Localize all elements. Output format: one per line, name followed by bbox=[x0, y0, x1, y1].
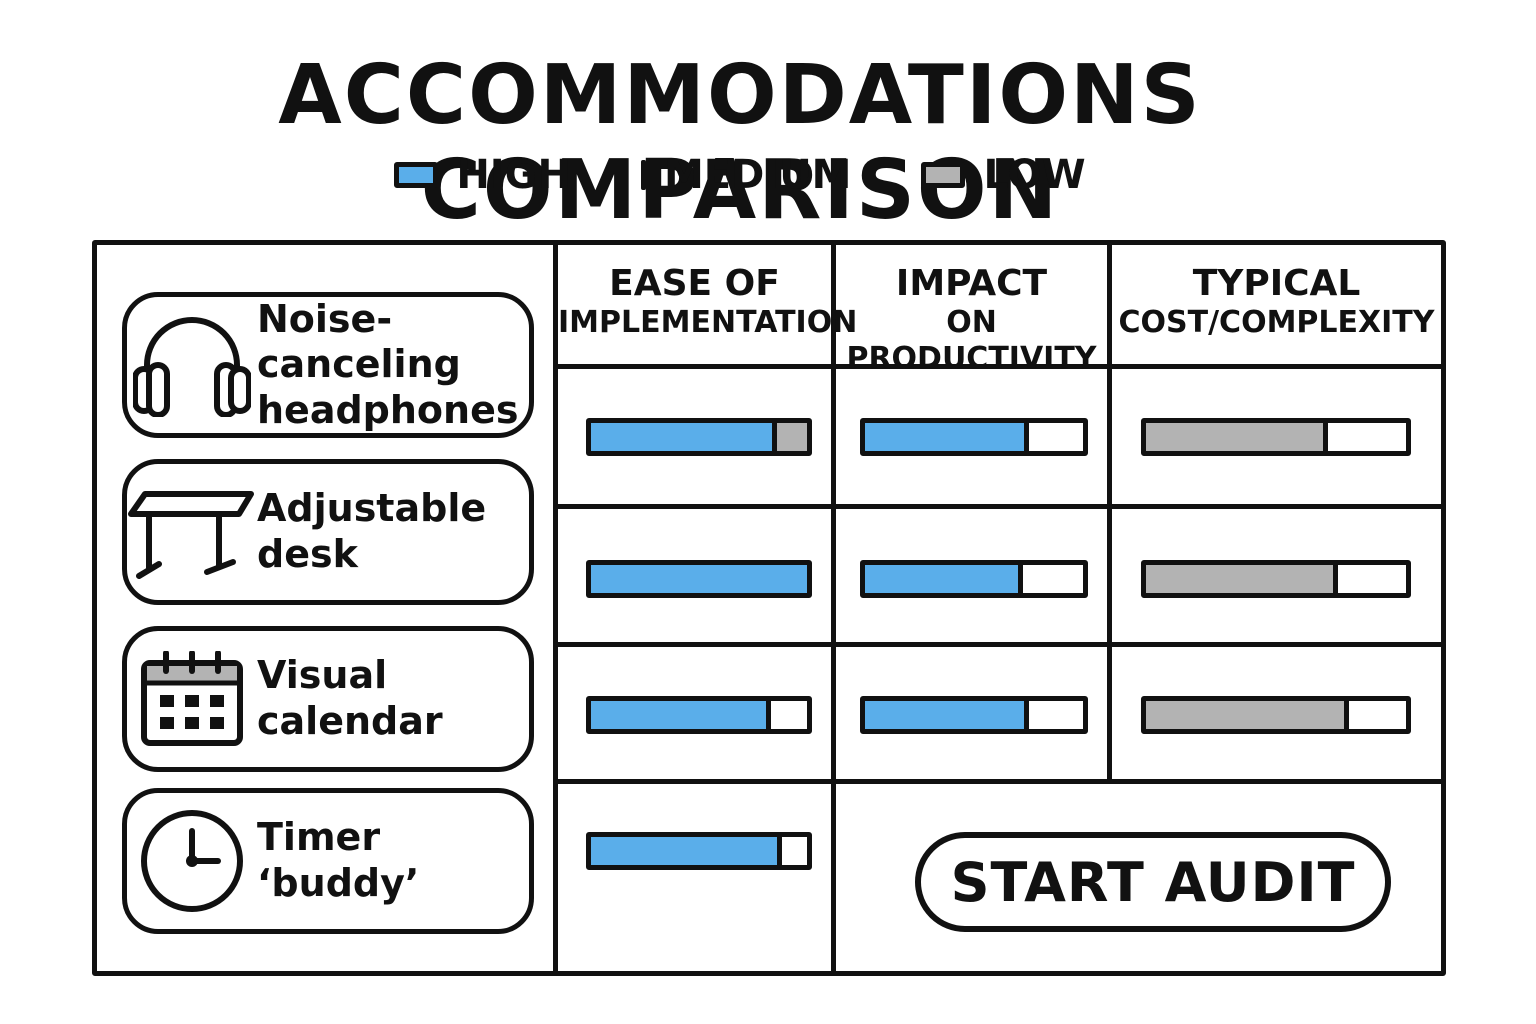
legend-swatch-high bbox=[394, 162, 439, 188]
column-header-cost: TYPICAL COST/COMPLEXITY bbox=[1112, 262, 1441, 341]
clock-icon bbox=[127, 807, 257, 915]
legend-label-high: HIGH bbox=[456, 152, 571, 198]
grid-line bbox=[1107, 240, 1112, 784]
column-header-line1: EASE OF bbox=[609, 263, 780, 304]
rating-bar bbox=[860, 696, 1088, 734]
item-card-calendar[interactable]: Visual calendar bbox=[122, 626, 534, 772]
legend-item-high: HIGH bbox=[394, 152, 571, 198]
grid-line bbox=[553, 504, 1446, 509]
item-card-timer[interactable]: Timer ‘buddy’ bbox=[122, 788, 534, 934]
grid-line bbox=[553, 642, 1446, 647]
rating-bar bbox=[586, 696, 812, 734]
rating-bar-fill bbox=[865, 701, 1024, 729]
desk-icon bbox=[127, 484, 257, 580]
rating-bar-fill bbox=[1146, 701, 1344, 729]
comparison-table bbox=[92, 240, 1446, 976]
rating-bar-fill bbox=[591, 701, 766, 729]
item-label: Adjustable desk bbox=[257, 486, 487, 576]
rating-bar-divider bbox=[1323, 423, 1328, 451]
grid-line bbox=[553, 240, 558, 976]
rating-bar bbox=[1141, 418, 1411, 456]
rating-bar bbox=[586, 832, 812, 870]
rating-bar bbox=[586, 560, 812, 598]
rating-bar-divider bbox=[777, 837, 782, 865]
rating-bar-divider bbox=[772, 423, 777, 451]
rating-bar bbox=[860, 560, 1088, 598]
legend-item-low: LOW bbox=[921, 152, 1086, 198]
item-card-headphones[interactable]: Noise-canceling headphones bbox=[122, 292, 534, 438]
rating-bar-divider bbox=[766, 701, 771, 729]
rating-bar-fill bbox=[591, 423, 772, 451]
item-label: Noise-canceling headphones bbox=[257, 296, 519, 432]
rating-bar-divider bbox=[1333, 565, 1338, 593]
rating-bar-divider bbox=[1018, 565, 1023, 593]
rating-bar bbox=[586, 418, 812, 456]
column-header-line1: TYPICAL bbox=[1192, 263, 1361, 304]
item-card-desk[interactable]: Adjustable desk bbox=[122, 459, 534, 605]
legend-label-medium: MEDIUM bbox=[663, 152, 852, 198]
column-header-line2: IMPLEMENTATION bbox=[558, 305, 858, 341]
legend-item-medium: MEDIUM bbox=[640, 152, 852, 198]
calendar-icon bbox=[127, 651, 257, 747]
legend-swatch-low bbox=[921, 162, 966, 188]
rating-bar-divider bbox=[1024, 701, 1029, 729]
rating-bar-fill bbox=[591, 837, 777, 865]
headphones-icon bbox=[127, 313, 257, 417]
grid-line bbox=[553, 364, 1446, 369]
column-header-ease: EASE OF IMPLEMENTATION bbox=[558, 262, 858, 341]
rating-bar-fill bbox=[1146, 565, 1333, 593]
legend: HIGH MEDIUM LOW bbox=[0, 152, 1480, 198]
page-title: ACCOMMODATIONS COMPARISON bbox=[278, 48, 1202, 238]
column-header-line2: ON PRODUCTIVITY bbox=[846, 305, 1097, 377]
legend-swatch-medium bbox=[640, 160, 646, 190]
rating-bar-fill bbox=[591, 565, 807, 593]
column-header-impact: IMPACT ON PRODUCTIVITY bbox=[836, 262, 1107, 377]
rating-bar-fill bbox=[1146, 423, 1323, 451]
rating-bar-divider bbox=[1344, 701, 1349, 729]
rating-bar-fill bbox=[865, 565, 1018, 593]
rating-bar bbox=[860, 418, 1088, 456]
rating-bar bbox=[1141, 560, 1411, 598]
grid-line bbox=[553, 779, 1446, 784]
column-header-line2: COST/COMPLEXITY bbox=[1118, 305, 1435, 341]
rating-bar-divider bbox=[1024, 423, 1029, 451]
item-label: Visual calendar bbox=[257, 653, 443, 743]
rating-bar bbox=[1141, 696, 1411, 734]
rating-bar-fill bbox=[865, 423, 1024, 451]
start-audit-button[interactable]: START AUDIT bbox=[915, 832, 1391, 932]
grid-line bbox=[831, 240, 836, 976]
legend-label-low: LOW bbox=[983, 152, 1086, 198]
item-label: Timer ‘buddy’ bbox=[257, 815, 420, 905]
column-header-line1: IMPACT bbox=[895, 263, 1048, 304]
rating-bar-fill-low bbox=[772, 423, 807, 451]
